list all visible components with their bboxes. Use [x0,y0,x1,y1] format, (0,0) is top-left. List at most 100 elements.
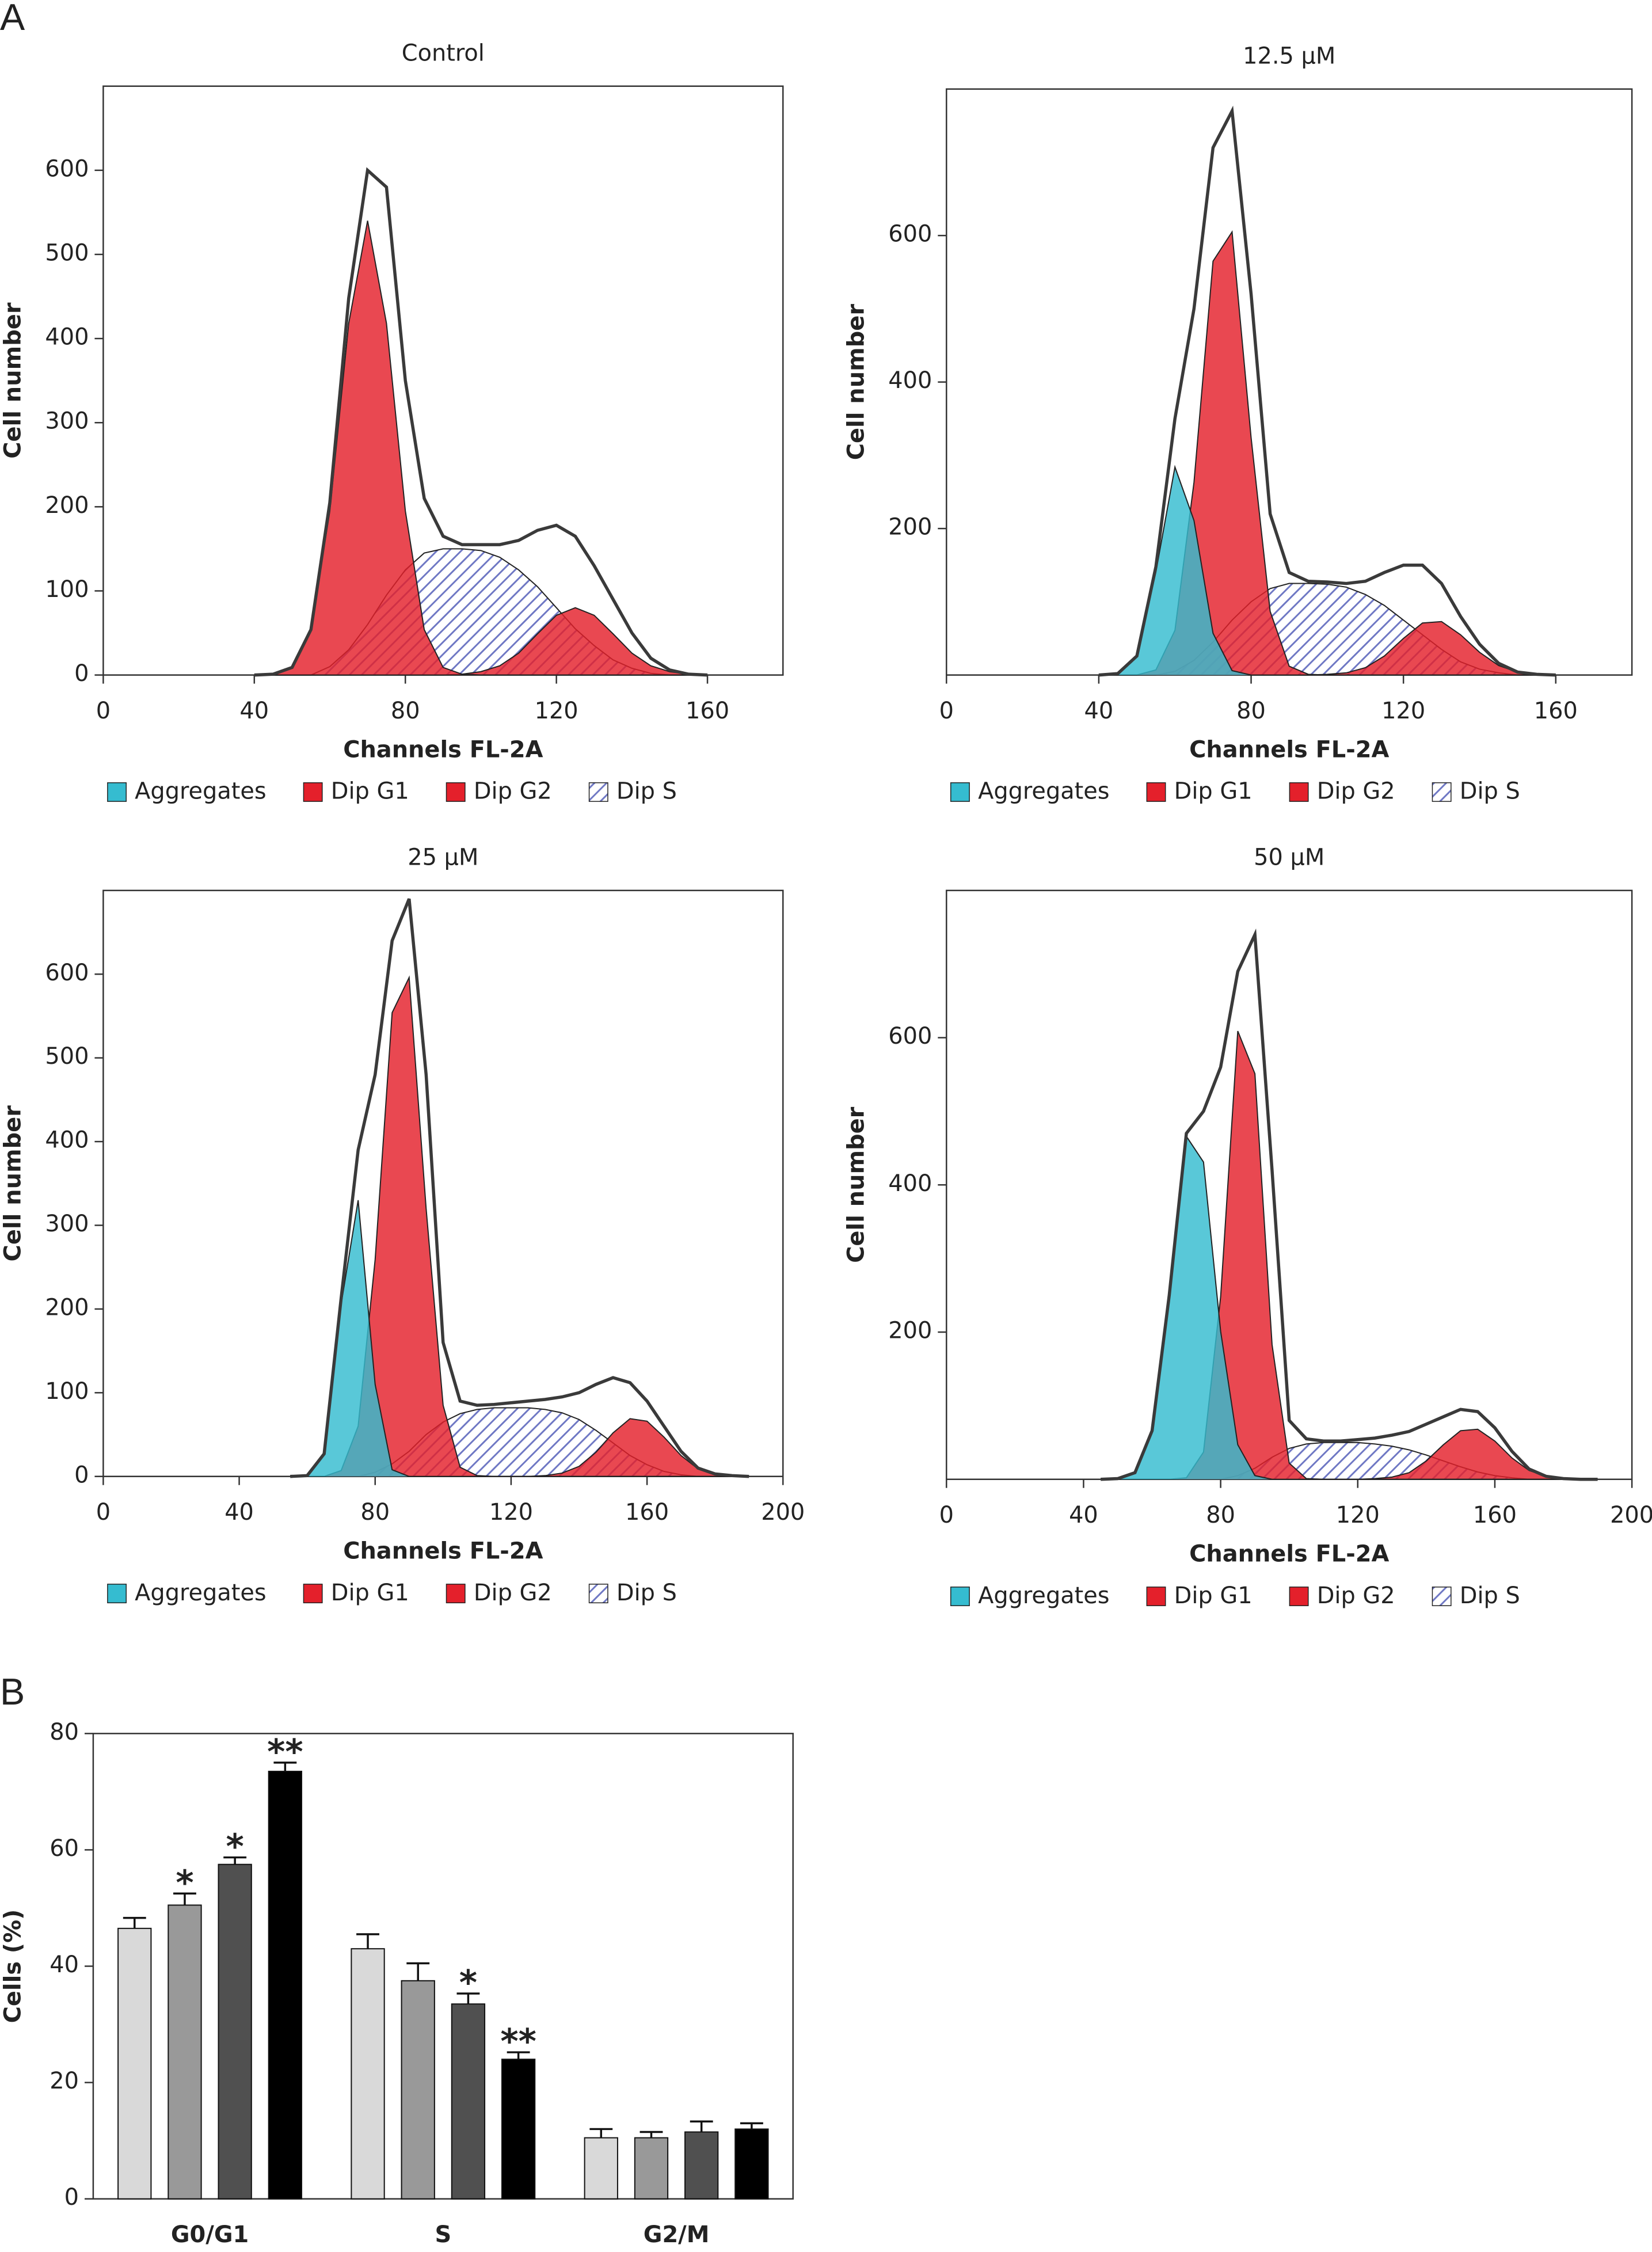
y-tick-label: 60 [50,1835,79,1862]
x-tick-label: 40 [239,698,269,724]
y-tick-label: 600 [45,155,89,182]
error-bar [456,1992,480,2004]
bar [584,2137,618,2200]
panel-label: A [0,0,25,38]
bar [268,1771,303,2200]
y-tick-label: 300 [45,1211,89,1237]
y-tick-label: 500 [45,239,89,266]
legend-swatch [1146,782,1166,802]
y-axis-label: Cell number [843,1106,869,1263]
x-tick-label: 0 [939,1502,954,1528]
x-tick-label: 40 [224,1499,254,1526]
panel-label: B [0,1671,25,1713]
x-tick-label: 120 [489,1499,533,1526]
chart-title: Control [402,40,485,66]
bar [401,1980,435,2200]
x-axis-label: Channels FL-2A [343,736,543,763]
legend-swatch [1289,1587,1309,1607]
error-bar [507,2051,530,2060]
total-curve [254,167,708,677]
legend-label: Aggregates [135,1580,266,1606]
legend-label: Dip S [616,1580,677,1606]
legend-swatch [107,1584,127,1604]
bar [684,2131,719,2200]
bar [168,1904,202,2200]
y-tick-label: 300 [45,408,89,435]
y-axis-label: Cell number [843,304,869,461]
error-bar [740,2122,763,2129]
x-tick-label: 160 [1473,1502,1517,1528]
error-bar [640,2131,663,2138]
legend-swatch [950,782,970,802]
error-bar [273,1762,297,1772]
y-tick-label: 400 [45,324,89,351]
x-tick-label: 200 [1610,1502,1652,1528]
x-tick-label: 40 [1069,1502,1098,1528]
y-tick-label: 0 [74,1462,89,1488]
x-tick-label: 80 [1236,698,1266,724]
plot-frame [102,889,784,1478]
chart-title: 50 µM [1254,844,1324,870]
component-area [290,1200,749,1477]
y-tick-label: 400 [45,1127,89,1154]
bar [734,2128,769,2200]
y-tick-label: 400 [888,367,932,394]
x-tick-label: 120 [535,698,578,724]
y-tick-label: 0 [74,660,89,687]
chart-title: 12.5 µM [1243,43,1335,69]
legend-label: Dip S [1460,1583,1520,1609]
legend-label: Aggregates [978,778,1109,805]
legend-label: Dip G1 [331,1580,409,1606]
x-tick-label: 120 [1381,698,1425,724]
x-tick-label: 80 [1206,1502,1235,1528]
component-area [1098,465,1556,676]
legend-label: Dip G1 [1174,1583,1253,1609]
x-tick-label: 160 [686,698,729,724]
legend-label: Dip G1 [331,778,409,805]
plot-frame [946,889,1633,1480]
legend-swatch [446,782,466,802]
legend-swatch [446,1584,466,1604]
y-tick-label: 200 [888,514,932,541]
error-bar [690,2120,713,2132]
legend-label: Dip G2 [474,1580,552,1606]
x-axis-label: Channels FL-2A [1189,736,1389,763]
bar [218,1863,252,2200]
significance-mark: * [459,1963,477,2003]
total-curve [1101,928,1598,1481]
y-axis-label: Cell number [0,302,26,459]
legend-swatch [303,1584,323,1604]
legend-label: Dip G2 [474,778,552,805]
y-axis-label: Cell number [0,1105,26,1262]
x-tick-label: 0 [96,1499,111,1526]
x-axis-label: Channels FL-2A [1189,1540,1389,1567]
y-tick-label: 100 [45,1378,89,1405]
bar [634,2137,669,2200]
y-tick-label: 600 [45,960,89,986]
legend-label: Dip G2 [1317,778,1395,805]
significance-mark: ** [267,1732,303,1772]
y-axis-label: Cells (%) [0,1909,26,2023]
legend-label: Dip S [616,778,677,805]
total-curve [290,898,749,1478]
legend-label: Aggregates [135,778,266,805]
legend-swatch [950,1587,970,1607]
legend-swatch [107,782,127,802]
error-bar [589,2128,613,2138]
bar [501,2059,536,2200]
x-tick-label: 120 [1336,1502,1380,1528]
y-tick-label: 200 [45,492,89,519]
y-tick-label: 200 [45,1294,89,1321]
y-tick-label: 80 [50,1719,79,1745]
x-tick-label: 160 [1534,698,1578,724]
legend-swatch [588,782,608,802]
y-tick-label: 600 [888,221,932,248]
legend-label: Dip G2 [1317,1583,1395,1609]
x-tick-label: 80 [360,1499,390,1526]
y-tick-label: 400 [888,1170,932,1197]
legend-swatch [588,1584,608,1604]
x-tick-label: 0 [96,698,111,724]
x-tick-label: 200 [761,1499,805,1526]
legend-swatch [1289,782,1309,802]
